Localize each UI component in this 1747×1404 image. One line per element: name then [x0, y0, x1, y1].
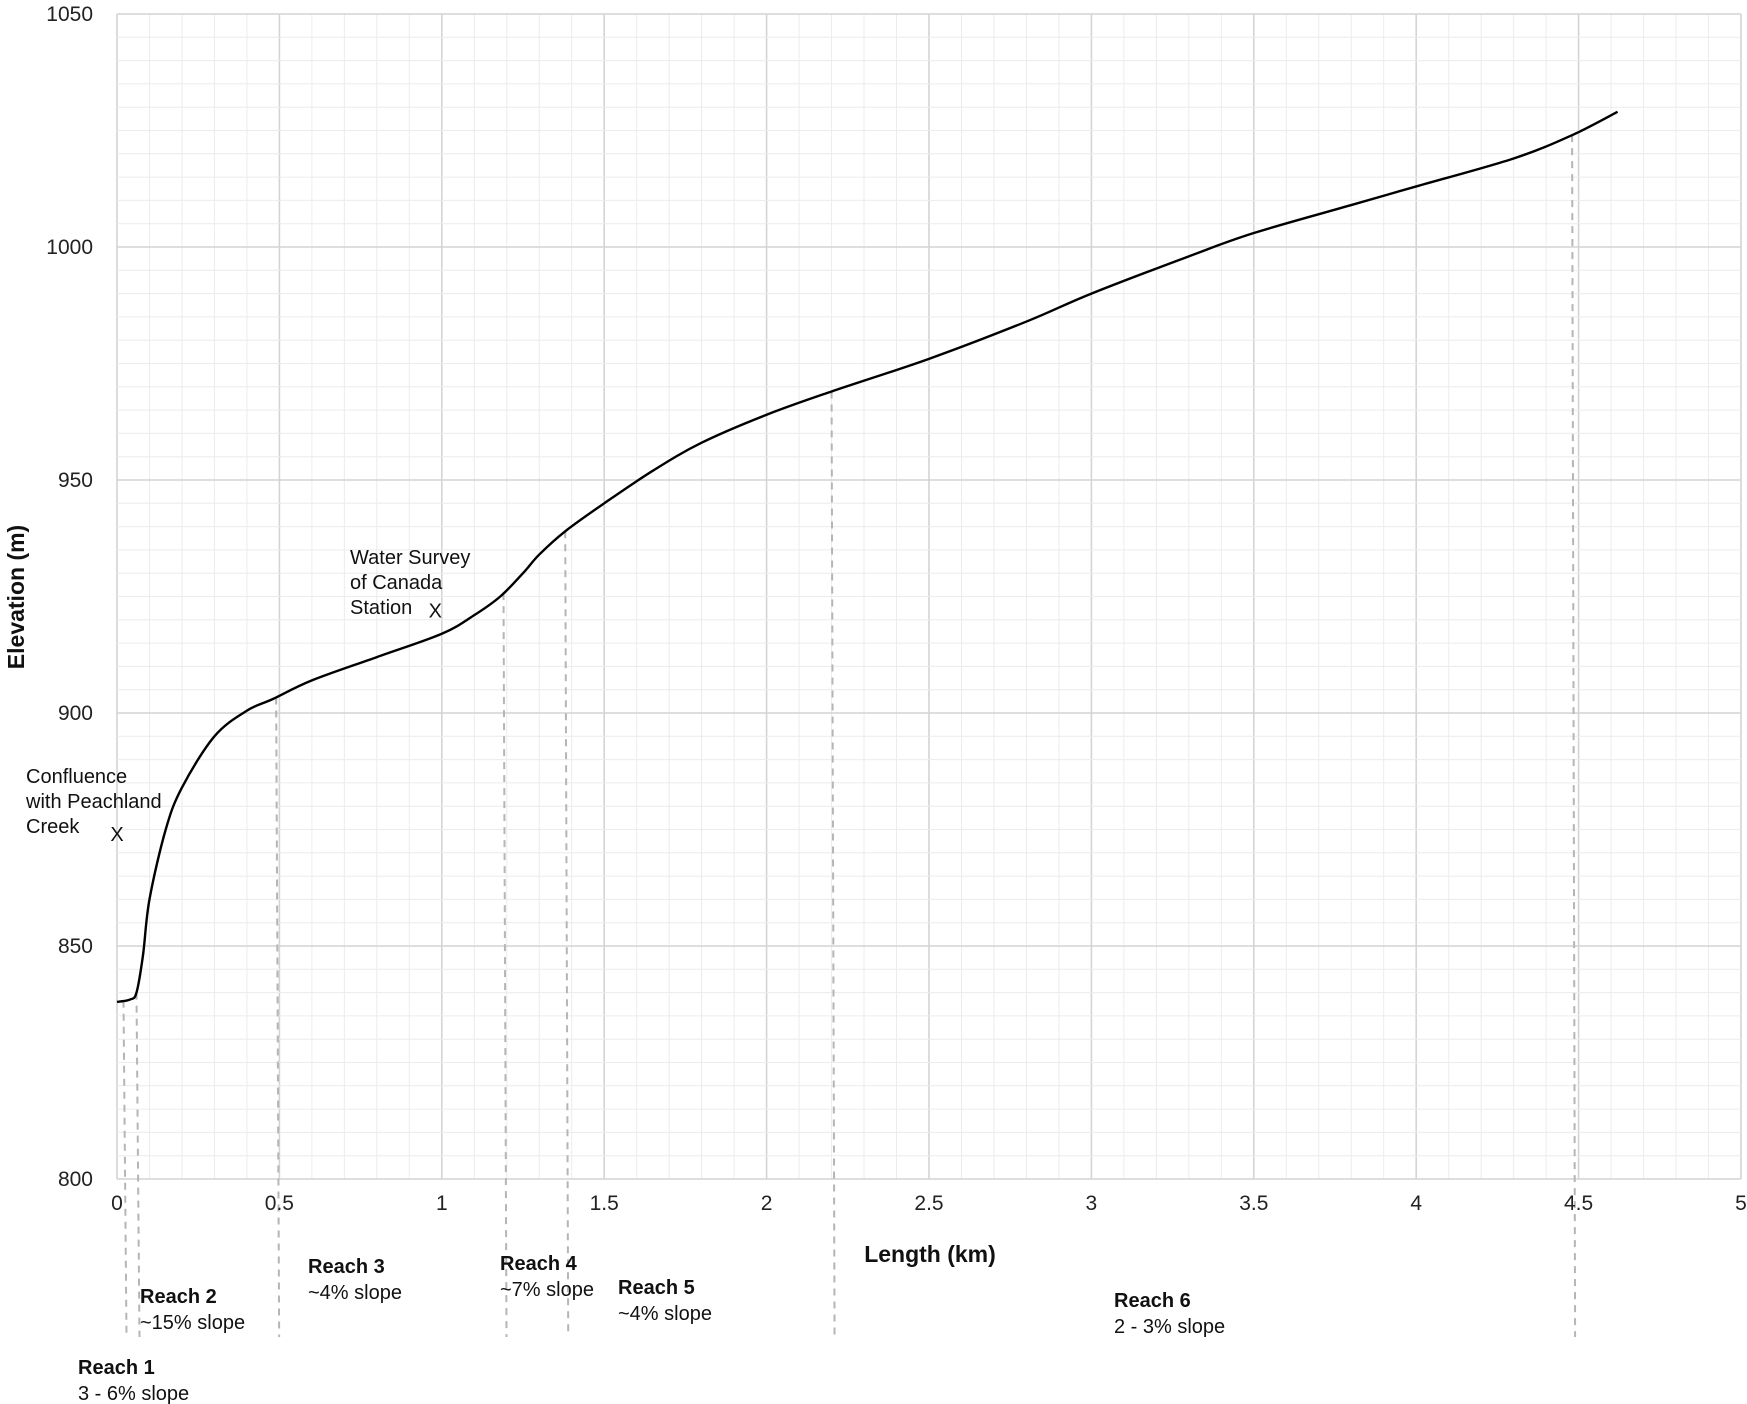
- x-marker: X: [429, 600, 442, 622]
- y-tick-label: 1000: [46, 236, 93, 259]
- reach-slope-label: ~4% slope: [618, 1303, 712, 1325]
- y-tick-label: 1050: [46, 3, 93, 26]
- y-tick-label: 850: [58, 935, 93, 958]
- reach-name-label: Reach 6: [1114, 1290, 1191, 1312]
- reach-boundary-line: [122, 1000, 128, 1338]
- reach-slope-label: ~15% slope: [140, 1312, 245, 1334]
- reach-name-label: Reach 1: [78, 1357, 155, 1379]
- reach-slope-label: ~4% slope: [308, 1282, 402, 1304]
- annotations: Confluence with Peachland Creek X Water Surv…: [25, 547, 470, 846]
- annotation-text: Station: [350, 597, 412, 619]
- tick-labels: 0 0.5 1 1.5 2 2.5 3 3.5 4 4.5 5 800 850 900 950 1000 105…: [46, 3, 1747, 1215]
- x-tick-label: 0.5: [265, 1192, 294, 1215]
- reach-boundary-line: [564, 531, 570, 1338]
- x-tick-label: 3.5: [1239, 1192, 1268, 1215]
- x-tick-label: 2.5: [914, 1192, 943, 1215]
- annotation-text: Confluence: [26, 766, 127, 788]
- annotation-text: Water Survey: [350, 547, 470, 569]
- reach-slope-label: 3 - 6% slope: [78, 1383, 189, 1404]
- y-tick-label: 800: [58, 1168, 93, 1191]
- elevation-profile-line: [116, 110, 1619, 1004]
- reach-boundary-line: [1571, 135, 1577, 1338]
- grid: [116, 13, 1742, 1180]
- annotation-text: of Canada: [350, 572, 443, 594]
- x-tick-label: 4: [1410, 1192, 1422, 1215]
- y-tick-label: 950: [58, 469, 93, 492]
- reach-labels: Reach 1 3 - 6% slope Reach 2 ~15% slope Reac…: [78, 1253, 1225, 1404]
- y-axis-title: Elevation (m): [3, 525, 29, 669]
- x-marker: X: [110, 824, 123, 846]
- x-tick-label: 2: [761, 1192, 773, 1215]
- x-tick-label: 5: [1735, 1192, 1747, 1215]
- reach-name-label: Reach 5: [618, 1277, 695, 1299]
- reach-name-label: Reach 2: [140, 1286, 217, 1308]
- y-tick-label: 900: [58, 702, 93, 725]
- series-layer: [116, 110, 1619, 1004]
- x-tick-label: 4.5: [1564, 1192, 1593, 1215]
- reach-boundary-lines: [122, 135, 1577, 1338]
- reach-slope-label: ~7% slope: [500, 1279, 594, 1301]
- annotation-text: Creek: [26, 816, 80, 838]
- x-tick-label: 1: [436, 1192, 448, 1215]
- reach-boundary-line: [830, 391, 836, 1338]
- reach-name-label: Reach 4: [500, 1253, 578, 1275]
- reach-boundary-line: [135, 992, 141, 1338]
- reach-boundary-line: [275, 697, 281, 1338]
- annotation-text: with Peachland: [25, 791, 162, 813]
- x-axis-title: Length (km): [864, 1241, 996, 1267]
- x-tick-label: 1.5: [590, 1192, 619, 1215]
- reach-boundary-line: [502, 593, 508, 1338]
- reach-slope-label: 2 - 3% slope: [1114, 1316, 1225, 1338]
- x-tick-label: 3: [1086, 1192, 1098, 1215]
- reach-name-label: Reach 3: [308, 1256, 385, 1278]
- x-tick-label: 0: [111, 1192, 123, 1215]
